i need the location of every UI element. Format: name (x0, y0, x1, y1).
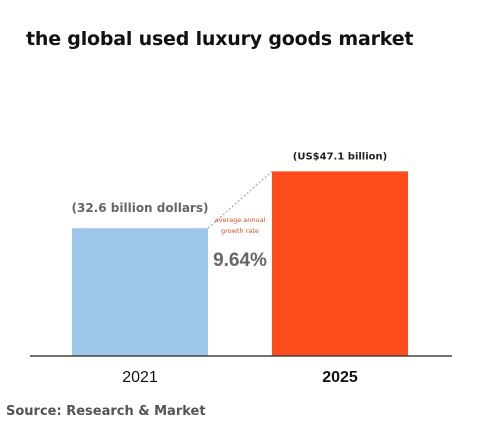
category-label-2025: 2025 (322, 369, 358, 386)
category-label-2021: 2021 (122, 369, 158, 386)
bar-2021 (72, 228, 208, 356)
labels-group: (32.6 billion dollars) 2021 (US$47.1 billi… (72, 151, 388, 386)
growth-caption-line2: growth rate (221, 227, 259, 235)
bar-2025 (272, 171, 408, 356)
data-label-2021: (32.6 billion dollars) (72, 201, 209, 215)
growth-caption-line1: average annual (215, 216, 266, 224)
chart-title: the global used luxury goods market (26, 28, 414, 50)
growth-rate-value: 9.64% (213, 250, 267, 271)
data-label-2025: (US$47.1 billion) (293, 151, 387, 162)
bars-group (72, 171, 408, 356)
source-note: Source: Research & Market (6, 404, 206, 419)
